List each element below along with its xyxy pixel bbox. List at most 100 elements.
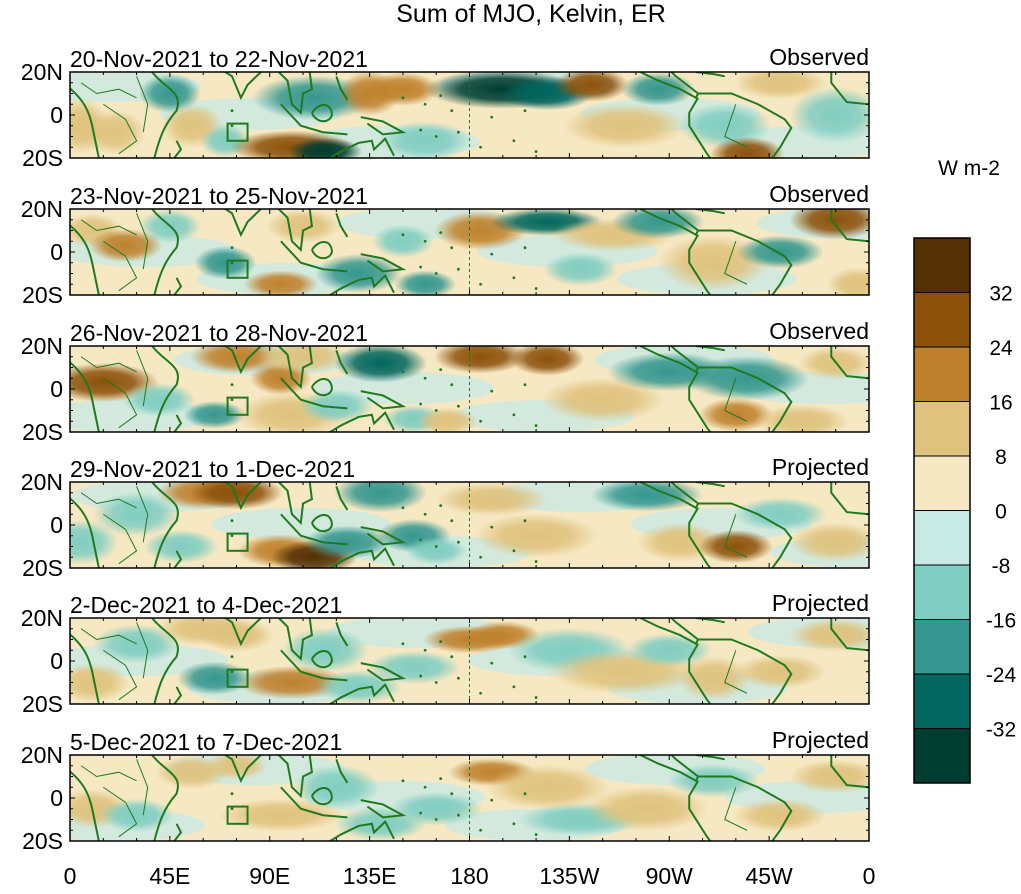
country-borders [80,76,748,155]
panel-ticks [69,71,870,159]
coastline [335,212,349,238]
colorbar-segment [913,346,971,402]
anomaly-cell [698,398,774,432]
island [479,145,482,149]
border-line [724,514,748,558]
colorbar-segment [913,728,971,784]
coastline [310,104,333,123]
island [534,424,538,427]
x-axis: 0 45E 90E 135E 180 135W 90W 45W 0 [64,863,876,889]
island [419,674,423,678]
coastlines [70,618,869,704]
coastline [70,633,100,704]
island [450,655,454,659]
anomaly-cell [509,346,585,376]
chagos-box [226,668,249,688]
border-line [103,240,138,292]
anomaly-cell [334,482,428,513]
panel-1: 20N 0 20S 20-Nov-2021 to 22-Nov-2021 Observe… [21,44,870,171]
anomaly-cell [473,513,599,559]
border-line [80,219,137,236]
coastline [173,414,183,432]
island [457,540,460,544]
island [457,404,460,408]
island [490,798,494,802]
y-tick-label: 20N [21,469,63,495]
coastline [310,378,333,397]
coastline [223,618,263,647]
y-tick-label: 20S [22,282,63,308]
coastline [688,780,712,841]
anomaly-cell [218,798,343,832]
colorbar-label: 0 [995,501,1007,524]
island [434,135,438,138]
border-line [136,622,149,679]
y-tick-label: 20S [22,419,63,445]
colorbar-segment [913,673,971,729]
coastline [830,72,869,106]
anomaly-cell [733,72,827,100]
island-dots [230,504,538,563]
anomaly-cell [789,209,869,240]
island [230,670,234,674]
panel-status: Observed [769,318,869,344]
y-tick-label: 0 [50,102,63,128]
island-dots [230,640,538,699]
island-dots [230,94,538,153]
coastline [688,507,712,568]
island [450,792,454,796]
island [523,655,527,659]
border-line [136,76,149,133]
panel-date-range: 26-Nov-2021 to 28-Nov-2021 [70,320,368,346]
coastline [310,514,333,533]
island [401,506,405,510]
border-line [103,786,138,838]
coastline [280,786,348,819]
coastline [70,224,100,295]
border-line [136,213,149,270]
island [401,96,405,100]
y-tick-label: 0 [50,648,63,674]
panel-date-range: 29-Nov-2021 to 1-Dec-2021 [70,456,355,482]
anomaly-cell [667,764,761,798]
anomaly-cell [698,529,774,564]
coastline [277,618,314,661]
panel-date-range: 5-Dec-2021 to 7-Dec-2021 [70,729,342,755]
border-line [80,492,137,509]
coastline [360,799,407,819]
island [512,685,516,689]
country-borders [80,486,748,565]
coastline [688,97,712,158]
island [419,128,423,132]
y-tick-label: 20S [22,555,63,581]
colorbar-segment [913,401,971,457]
anomaly-cell [733,497,827,532]
coastline [335,75,349,101]
colorbar: W m-2 32 24 16 8 0 -8 -16 -24 -32 [913,157,1016,784]
island [439,640,443,644]
island [423,376,427,380]
border-line [136,759,149,816]
colorbar-label: 16 [989,392,1012,415]
coastline [280,240,348,273]
coastline [698,229,793,295]
island [457,267,460,271]
coastline [360,526,407,546]
coastline [638,209,700,237]
anomaly-cell [584,786,710,832]
anomaly-cell [371,224,434,259]
anomaly-cell [99,798,174,832]
panel-ticks [69,345,870,433]
anomaly-cell [755,404,850,432]
panel-2: 20N 0 20S 23-Nov-2021 to 25-Nov-2021 Observe… [21,181,870,308]
coastline [277,72,314,115]
coastline [151,209,179,295]
island [512,139,516,143]
island [230,383,234,387]
country-borders [80,622,748,701]
anomaly-cell [205,755,268,780]
border-line [724,241,748,285]
coastline [277,346,314,389]
anomaly-cell [435,482,548,516]
